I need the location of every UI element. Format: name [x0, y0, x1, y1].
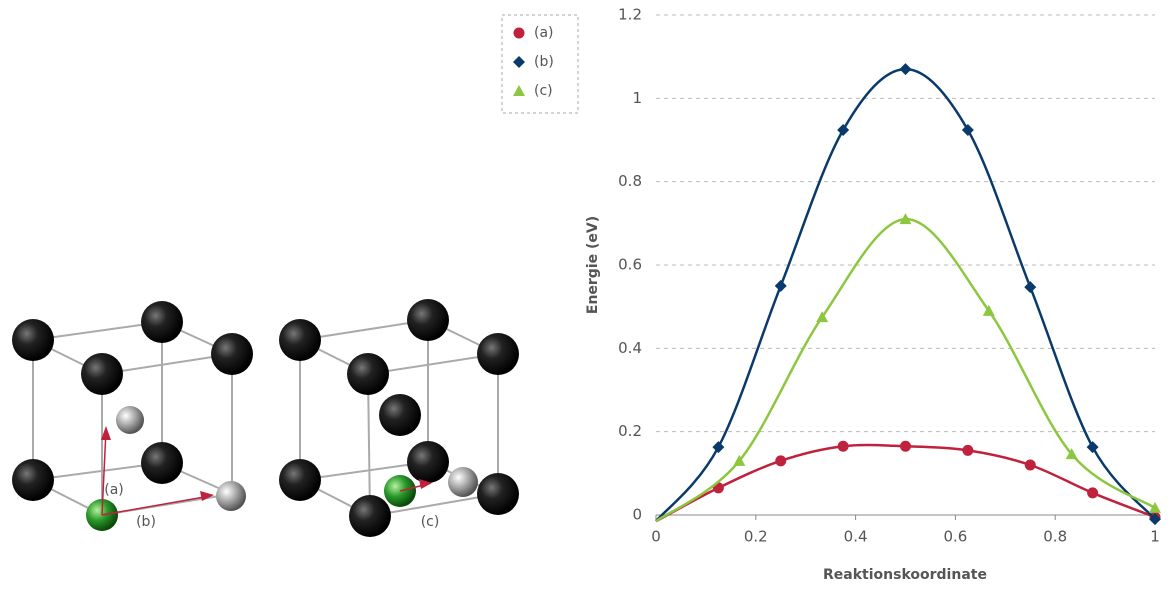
- data-point: [1025, 460, 1036, 471]
- data-point: [712, 441, 724, 453]
- x-tick-label: 0.6: [943, 528, 967, 546]
- y-tick-label: 1.2: [618, 6, 642, 24]
- y-tick-label: 1: [632, 89, 642, 107]
- data-point: [900, 441, 911, 452]
- diagram-label: (c): [421, 514, 440, 530]
- series-line: [656, 69, 1155, 521]
- data-point: [838, 441, 849, 452]
- crystal-cell-2: (c): [279, 299, 519, 537]
- x-tick-label: 0.2: [744, 528, 768, 546]
- data-point: [900, 63, 912, 75]
- x-tick-label: 0: [651, 528, 661, 546]
- y-tick-label: 0: [632, 506, 642, 524]
- data-point: [775, 455, 786, 466]
- diagram-label: (a): [104, 482, 124, 498]
- data-point: [1149, 502, 1161, 513]
- data-point: [962, 124, 974, 136]
- data-point: [775, 280, 787, 292]
- y-tick-label: 0.2: [618, 422, 642, 440]
- legend-marker: [514, 28, 525, 39]
- y-tick-label: 0.6: [618, 256, 642, 274]
- x-tick-label: 0.4: [844, 528, 868, 546]
- series-line: [656, 219, 1155, 521]
- x-axis-label: Reaktionskoordinate: [823, 567, 987, 583]
- data-point: [837, 124, 849, 136]
- data-point: [1024, 281, 1036, 293]
- y-axis-label: Energie (eV): [585, 216, 601, 314]
- legend-label: (b): [534, 54, 554, 70]
- data-point: [1087, 487, 1098, 498]
- x-tick-label: 0.8: [1043, 528, 1067, 546]
- data-point: [1087, 441, 1099, 453]
- legend-marker: [513, 85, 525, 96]
- legend-label: (c): [534, 83, 553, 99]
- diagram-label: (b): [136, 514, 156, 530]
- y-tick-label: 0.8: [618, 172, 642, 190]
- x-tick-label: 1: [1150, 528, 1160, 546]
- legend-marker: [513, 56, 525, 68]
- legend-label: (a): [534, 25, 554, 41]
- crystal-cell-1: (a) (b): [12, 301, 253, 531]
- y-tick-label: 0.4: [618, 339, 642, 357]
- data-point: [962, 445, 973, 456]
- series-line: [656, 445, 1155, 521]
- page: (a) (b) (c) Reaktionskoordinate Energie …: [0, 0, 1173, 587]
